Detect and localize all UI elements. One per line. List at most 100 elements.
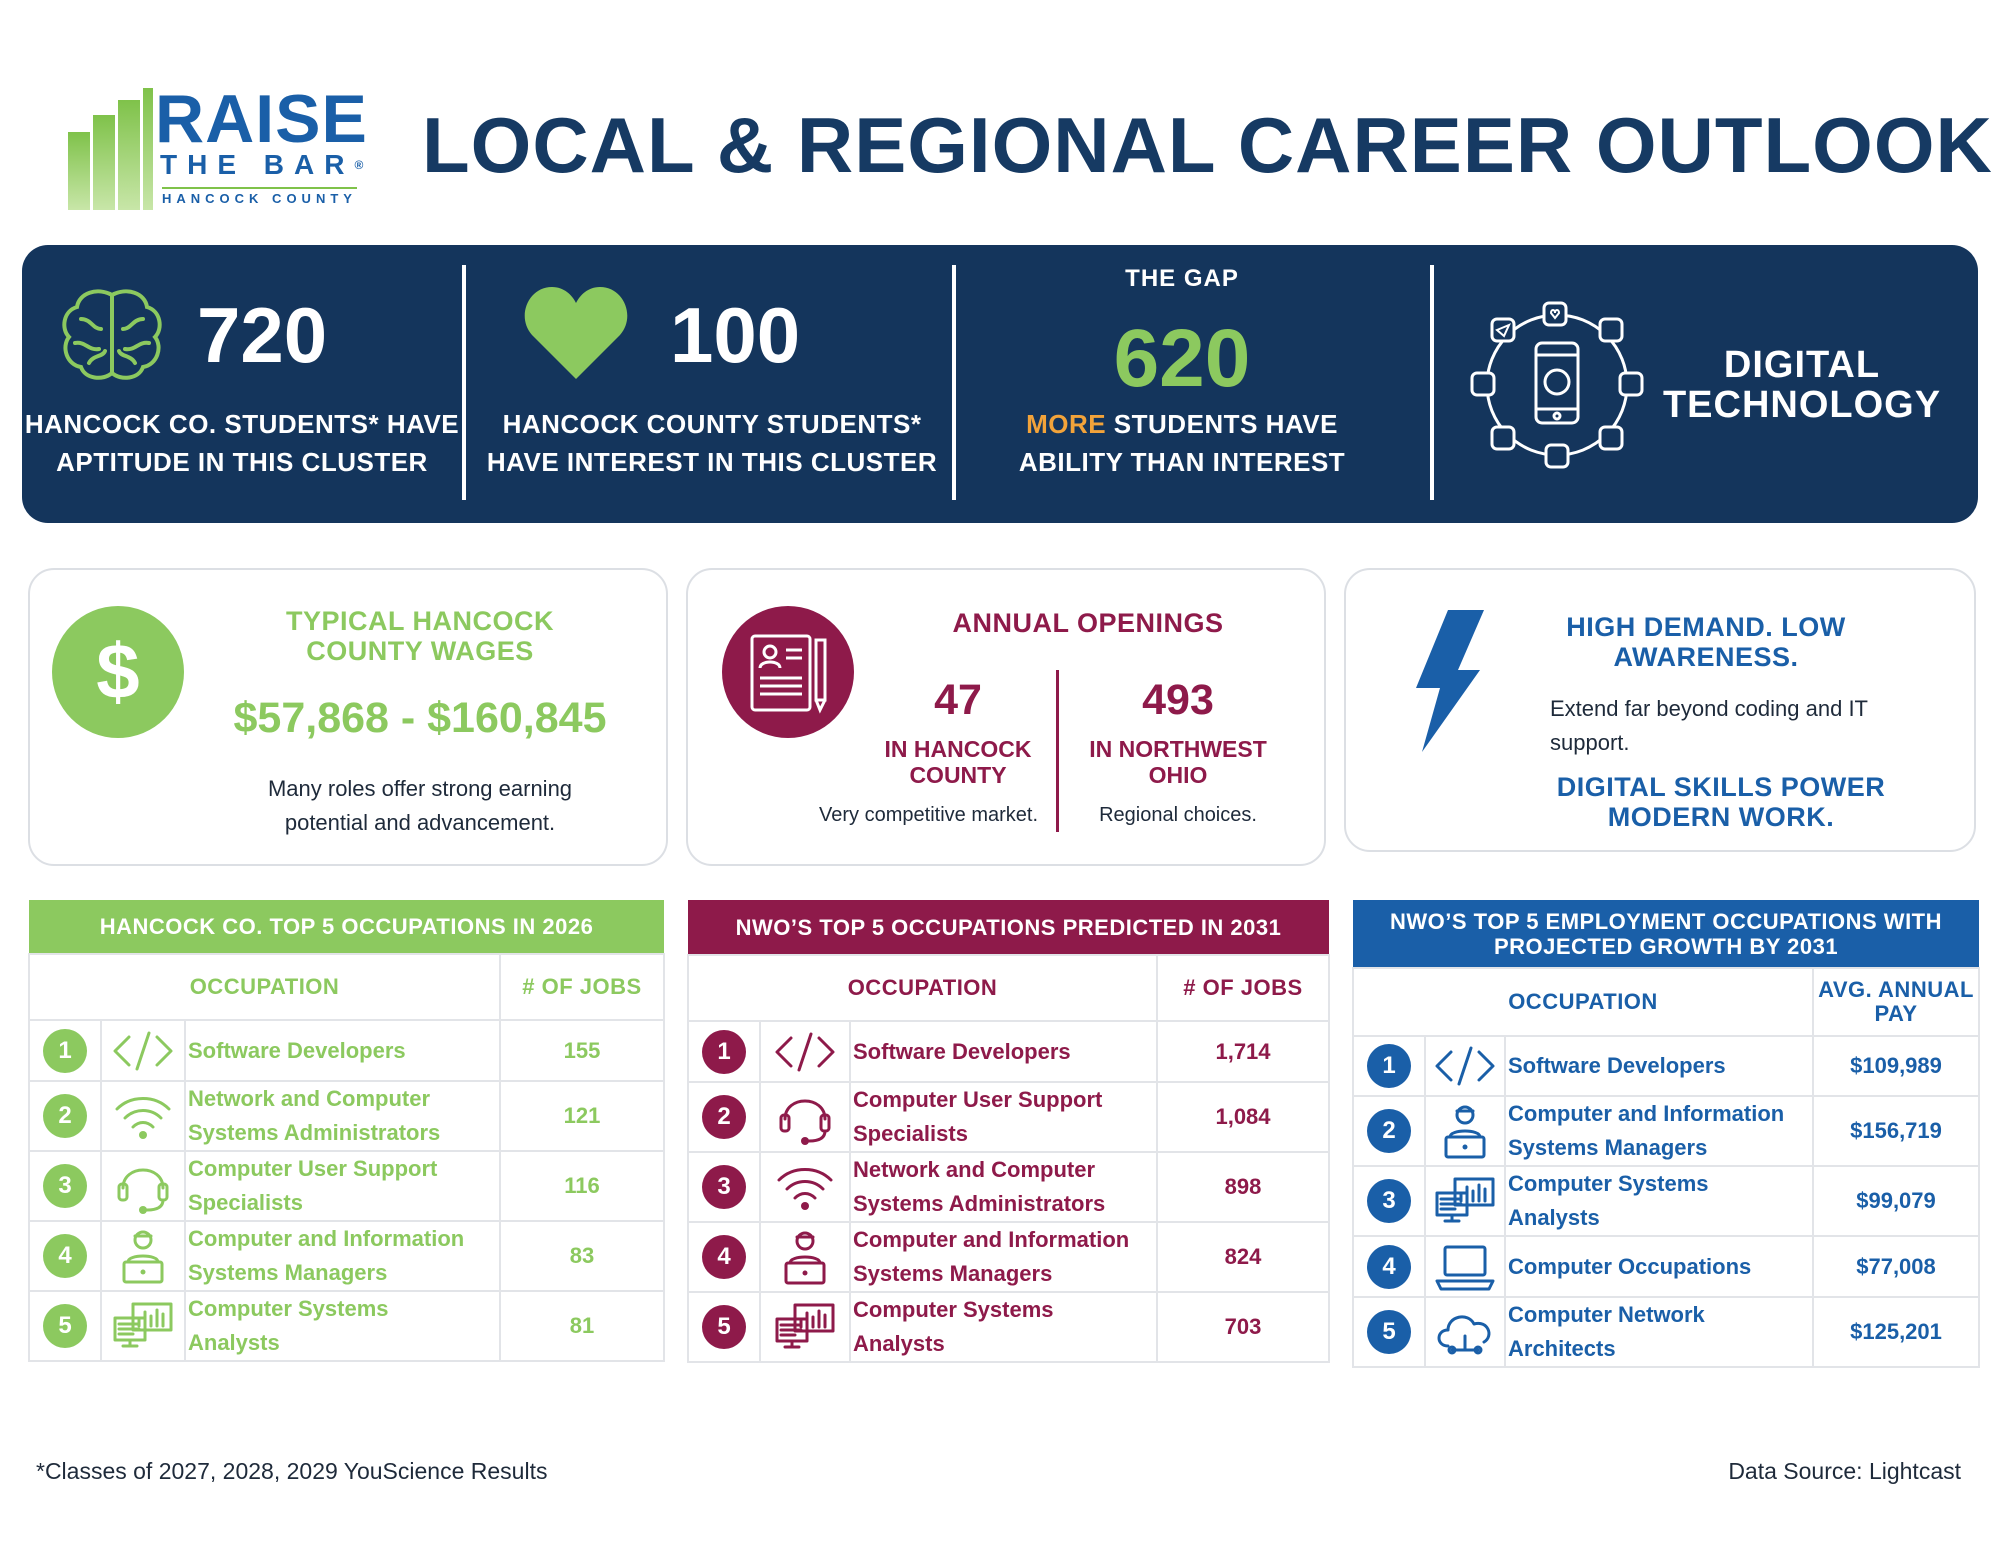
rank-cell: 3 [687, 1151, 761, 1223]
demand-description: Extend far beyond coding and IT support. [1550, 696, 1868, 755]
occupation-name: Computer Systems Analysts [184, 1290, 501, 1362]
occupation-name: Computer Systems Analysts [849, 1291, 1158, 1363]
table-row: 2 Computer User Support Specialists 1,084 [687, 1081, 1330, 1153]
rank-badge: 5 [702, 1305, 746, 1349]
rank-badge: 3 [43, 1164, 87, 1208]
wifi-icon [759, 1151, 851, 1223]
job-count: 1,084 [1156, 1081, 1330, 1153]
nwo-occupations-table: NWO’S TOP 5 OCCUPATIONS PREDICTED IN 203… [687, 900, 1330, 1363]
occupation-header: OCCUPATION [1352, 967, 1814, 1037]
jobs-header: # OF JOBS [498, 953, 666, 1021]
rank-cell: 4 [1352, 1235, 1426, 1298]
rank-cell: 5 [687, 1291, 761, 1363]
rank-badge: 1 [1367, 1044, 1411, 1088]
job-count: 703 [1156, 1291, 1330, 1363]
rank-cell: 3 [1352, 1165, 1426, 1237]
rank-badge: 5 [1367, 1310, 1411, 1354]
digital-network-icon [1470, 301, 1644, 469]
raise-the-bar-logo: RAISE THE BAR® HANCOCK COUNTY [60, 85, 370, 210]
table-row: 1 Software Developers 155 [28, 1019, 666, 1082]
rank-badge: 3 [1367, 1179, 1411, 1223]
occupation-name: Computer and Information Systems Managers [849, 1221, 1158, 1293]
analytics-monitor-icon [1424, 1165, 1506, 1237]
table-row: 4 Computer and Information Systems Manager… [687, 1221, 1330, 1293]
code-icon [100, 1019, 186, 1082]
job-count: 81 [498, 1290, 666, 1362]
table-row: 3 Computer Systems Analysts $99,079 [1352, 1165, 1981, 1237]
openings-local-label: IN HANCOCK COUNTY [884, 736, 1032, 788]
occupation-header: OCCUPATION [687, 954, 1158, 1022]
wages-card: $ TYPICAL HANCOCK COUNTY WAGES $57,868 - … [28, 568, 668, 866]
job-count: 155 [498, 1019, 666, 1082]
table-row: 2 Computer and Information Systems Manager… [1352, 1095, 1981, 1167]
svg-text:$: $ [96, 627, 139, 715]
table-row: 3 Network and Computer Systems Administrat… [687, 1151, 1330, 1223]
rank-badge: 3 [702, 1165, 746, 1209]
annual-pay: $77,008 [1811, 1235, 1981, 1298]
job-count: 116 [498, 1150, 666, 1222]
data-source: Data Source: Lightcast [1728, 1458, 1961, 1484]
logo-the-bar: THE BAR® [160, 149, 364, 180]
job-count: 1,714 [1156, 1020, 1330, 1083]
occupation-name: Computer Occupations [1504, 1235, 1814, 1298]
occupation-name: Software Developers [184, 1019, 501, 1082]
jobs-header: # OF JOBS [1156, 954, 1330, 1022]
table-row: 1 Software Developers $109,989 [1352, 1035, 1981, 1097]
table-row: 2 Network and Computer Systems Administrat… [28, 1080, 666, 1152]
openings-regional-note: Regional choices. [1099, 804, 1257, 826]
lightning-icon [1416, 610, 1484, 752]
rank-cell: 2 [1352, 1095, 1426, 1167]
footnote: *Classes of 2027, 2028, 2029 YouScience … [36, 1458, 548, 1484]
wifi-icon [100, 1080, 186, 1152]
cloud-network-icon [1424, 1296, 1506, 1368]
table-row: 3 Computer User Support Specialists 116 [28, 1150, 666, 1222]
demand-card: HIGH DEMAND. LOW AWARENESS. Extend far be… [1344, 568, 1976, 852]
gap-label: THE GAP [1125, 265, 1239, 292]
table-title: NWO’S TOP 5 OCCUPATIONS PREDICTED IN 203… [688, 900, 1329, 955]
page-title: LOCAL & REGIONAL CAREER OUTLOOK [422, 101, 1993, 189]
job-count: 121 [498, 1080, 666, 1152]
table-row: 1 Software Developers 1,714 [687, 1020, 1330, 1083]
laptop-icon [1424, 1235, 1506, 1298]
hancock-occupations-table: HANCOCK CO. TOP 5 OCCUPATIONS IN 2026 OC… [28, 900, 666, 1362]
nwo-growth-table: NWO’S TOP 5 EMPLOYMENT OCCUPATIONS WITH P… [1352, 900, 1981, 1368]
table-row: 4 Computer Occupations $77,008 [1352, 1235, 1981, 1298]
aptitude-number: 720 [197, 291, 328, 379]
openings-regional-label: IN NORTHWEST OHIO [1089, 736, 1267, 788]
stats-banner: 720 HANCOCK CO. STUDENTS* HAVE APTITUDE I… [22, 245, 1978, 523]
rank-badge: 4 [702, 1235, 746, 1279]
table-row: 5 Computer Systems Analysts 81 [28, 1290, 666, 1362]
rank-cell: 5 [1352, 1296, 1426, 1368]
job-count: 83 [498, 1220, 666, 1292]
job-count: 898 [1156, 1151, 1330, 1223]
interest-text: HANCOCK COUNTY STUDENTS* HAVE INTEREST IN… [486, 409, 938, 477]
rank-cell: 2 [28, 1080, 102, 1152]
openings-local-note: Very competitive market. [819, 804, 1038, 826]
demand-tagline: DIGITAL SKILLS POWER MODERN WORK. [1556, 772, 1886, 832]
occupation-header: OCCUPATION [28, 953, 501, 1021]
wages-range: $57,868 - $160,845 [233, 694, 607, 742]
annual-pay: $156,719 [1811, 1095, 1981, 1167]
annual-pay: $99,079 [1811, 1165, 1981, 1237]
table-title: NWO’S TOP 5 EMPLOYMENT OCCUPATIONS WITH P… [1353, 900, 1980, 968]
manager-laptop-icon [1424, 1095, 1506, 1167]
aptitude-text: HANCOCK CO. STUDENTS* HAVE APTITUDE IN TH… [24, 409, 460, 477]
cluster-title: DIGITAL TECHNOLOGY [1662, 344, 1942, 426]
analytics-monitor-icon [759, 1291, 851, 1363]
job-count: 824 [1156, 1221, 1330, 1293]
occupation-name: Computer and Information Systems Managers [1504, 1095, 1814, 1167]
interest-number: 100 [670, 291, 801, 379]
gap-text: MORE STUDENTS HAVE ABILITY THAN INTEREST [1018, 409, 1346, 477]
rank-cell: 3 [28, 1150, 102, 1222]
occupation-name: Computer User Support Specialists [849, 1081, 1158, 1153]
occupation-name: Computer Network Architects [1504, 1296, 1814, 1368]
rank-cell: 4 [687, 1221, 761, 1293]
heart-icon [524, 287, 628, 379]
openings-title: ANNUAL OPENINGS [952, 608, 1224, 638]
openings-regional-number: 493 [1142, 676, 1214, 724]
code-icon [1424, 1035, 1506, 1097]
openings-local-number: 47 [934, 676, 982, 724]
table-row: 4 Computer and Information Systems Manager… [28, 1220, 666, 1292]
rank-cell: 2 [687, 1081, 761, 1153]
rank-cell: 4 [28, 1220, 102, 1292]
